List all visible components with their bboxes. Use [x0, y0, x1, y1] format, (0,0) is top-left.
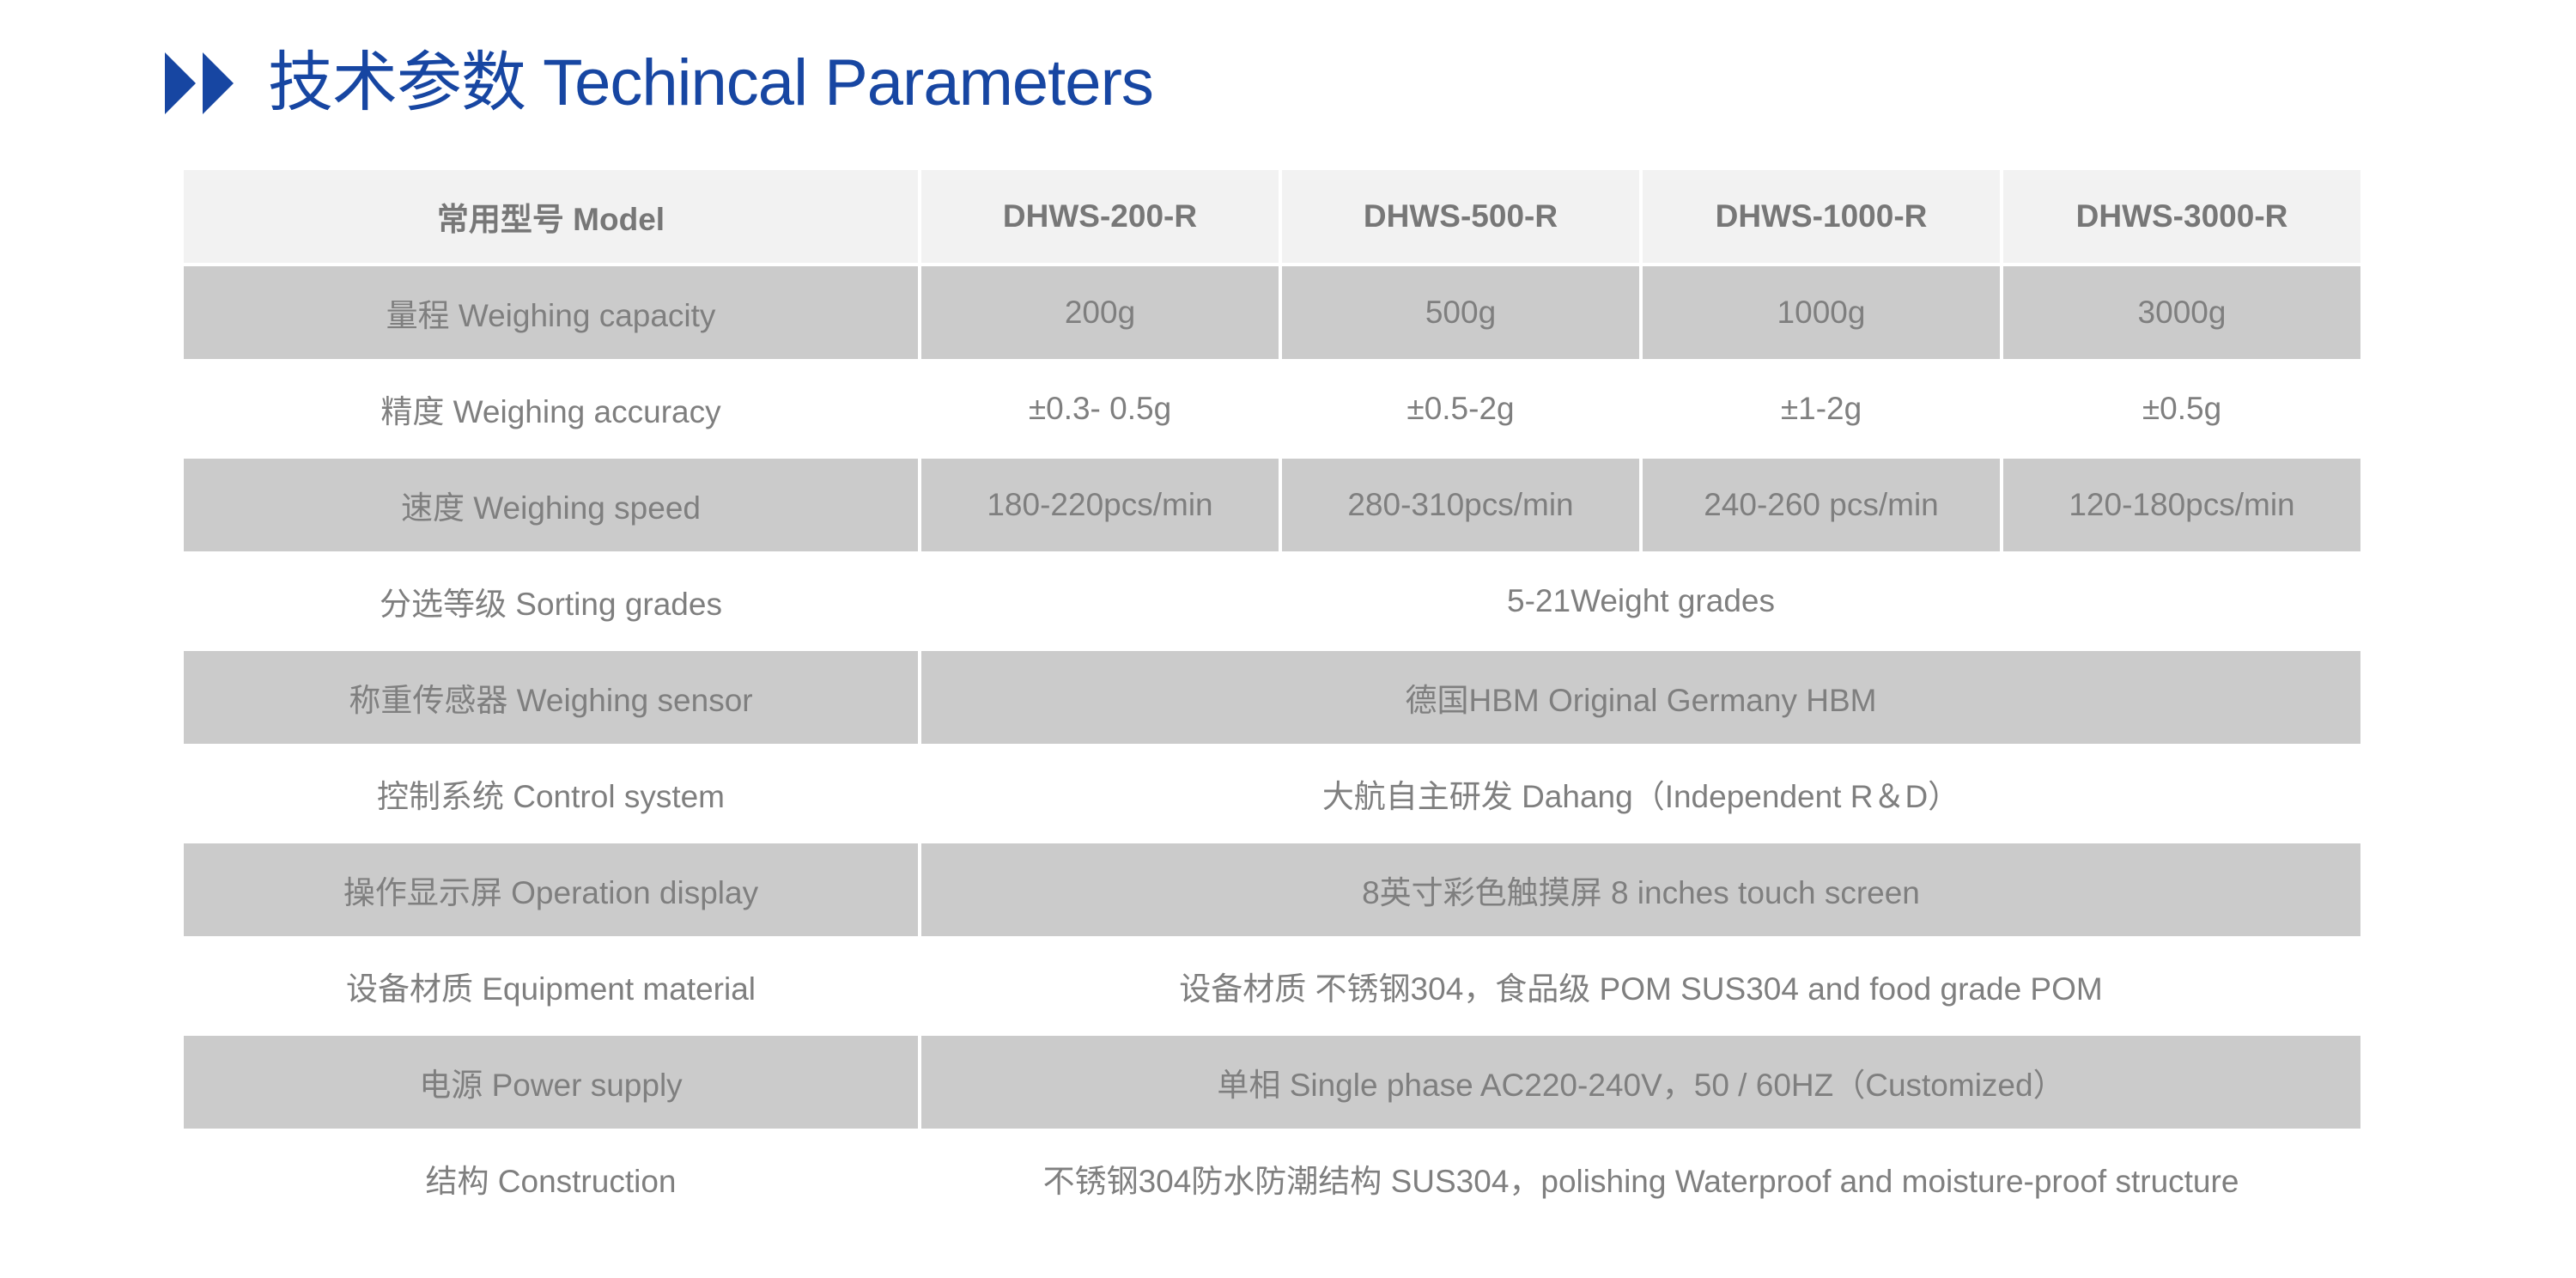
column-header: 常用型号 Model: [180, 167, 921, 266]
table-cell: 280-310pcs/min: [1279, 455, 1643, 555]
row-label: 结构 Construction: [180, 1129, 921, 1228]
column-header: DHWS-500-R: [1279, 167, 1643, 266]
table-cell: 德国HBM Original Germany HBM: [918, 648, 2364, 747]
double-chevron-right-icon: [165, 52, 234, 114]
parameters-table: 常用型号 Model DHWS-200-R DHWS-500-R DHWS-10…: [180, 167, 2364, 1228]
table-cell: 大航自主研发 Dahang（Independent R＆D）: [918, 744, 2364, 843]
table-cell: 240-260 pcs/min: [1639, 455, 2003, 555]
row-label: 速度 Weighing speed: [180, 455, 921, 555]
table-row: 操作显示屏 Operation display 8英寸彩色触摸屏 8 inches…: [180, 840, 2364, 940]
table-row: 设备材质 Equipment material 设备材质 不锈钢304，食品级 P…: [180, 936, 2364, 1036]
row-label: 电源 Power supply: [180, 1032, 921, 1132]
column-header: DHWS-200-R: [918, 167, 1282, 266]
table-row: 称重传感器 Weighing sensor 德国HBM Original Germ…: [180, 648, 2364, 747]
table-cell: ±1-2g: [1639, 359, 2003, 459]
column-header: DHWS-3000-R: [2000, 167, 2364, 266]
column-header: DHWS-1000-R: [1639, 167, 2003, 266]
table-cell: 设备材质 不锈钢304，食品级 POM SUS304 and food grad…: [918, 936, 2364, 1036]
row-label: 操作显示屏 Operation display: [180, 840, 921, 940]
table-row: 速度 Weighing speed 180-220pcs/min 280-310pc…: [180, 455, 2364, 555]
table-cell: 5-21Weight grades: [918, 551, 2364, 651]
table-cell: 3000g: [2000, 263, 2364, 362]
row-label: 分选等级 Sorting grades: [180, 551, 921, 651]
table-cell: 200g: [918, 263, 1282, 362]
page-title: 技术参数 Techincal Parameters: [268, 46, 1154, 119]
row-label: 设备材质 Equipment material: [180, 936, 921, 1036]
table-header-row: 常用型号 Model DHWS-200-R DHWS-500-R DHWS-10…: [180, 167, 2364, 266]
table-row: 精度 Weighing accuracy ±0.3- 0.5g ±0.5-2g ±1-…: [180, 359, 2364, 459]
table-cell: 120-180pcs/min: [2000, 455, 2364, 555]
table-cell: 单相 Single phase AC220-240V，50 / 60HZ（Cus…: [918, 1032, 2364, 1132]
table-cell: 不锈钢304防水防潮结构 SUS304，polishing Waterproof…: [918, 1129, 2364, 1228]
table-row: 控制系统 Control system 大航自主研发 Dahang（Indepen…: [180, 744, 2364, 843]
row-label: 控制系统 Control system: [180, 744, 921, 843]
table-row: 量程 Weighing capacity 200g 500g 1000g 3000g: [180, 263, 2364, 362]
table-cell: 180-220pcs/min: [918, 455, 1282, 555]
table-cell: 8英寸彩色触摸屏 8 inches touch screen: [918, 840, 2364, 940]
row-label: 称重传感器 Weighing sensor: [180, 648, 921, 747]
table-row: 结构 Construction 不锈钢304防水防潮结构 SUS304，polis…: [180, 1129, 2364, 1228]
section-header: 技术参数 Techincal Parameters: [165, 45, 1154, 122]
table-row: 电源 Power supply 单相 Single phase AC220-240…: [180, 1032, 2364, 1132]
row-label: 量程 Weighing capacity: [180, 263, 921, 362]
table-cell: 1000g: [1639, 263, 2003, 362]
table-cell: ±0.5g: [2000, 359, 2364, 459]
table-cell: ±0.5-2g: [1279, 359, 1643, 459]
row-label: 精度 Weighing accuracy: [180, 359, 921, 459]
table-cell: 500g: [1279, 263, 1643, 362]
table-cell: ±0.3- 0.5g: [918, 359, 1282, 459]
table-row: 分选等级 Sorting grades 5-21Weight grades: [180, 551, 2364, 651]
